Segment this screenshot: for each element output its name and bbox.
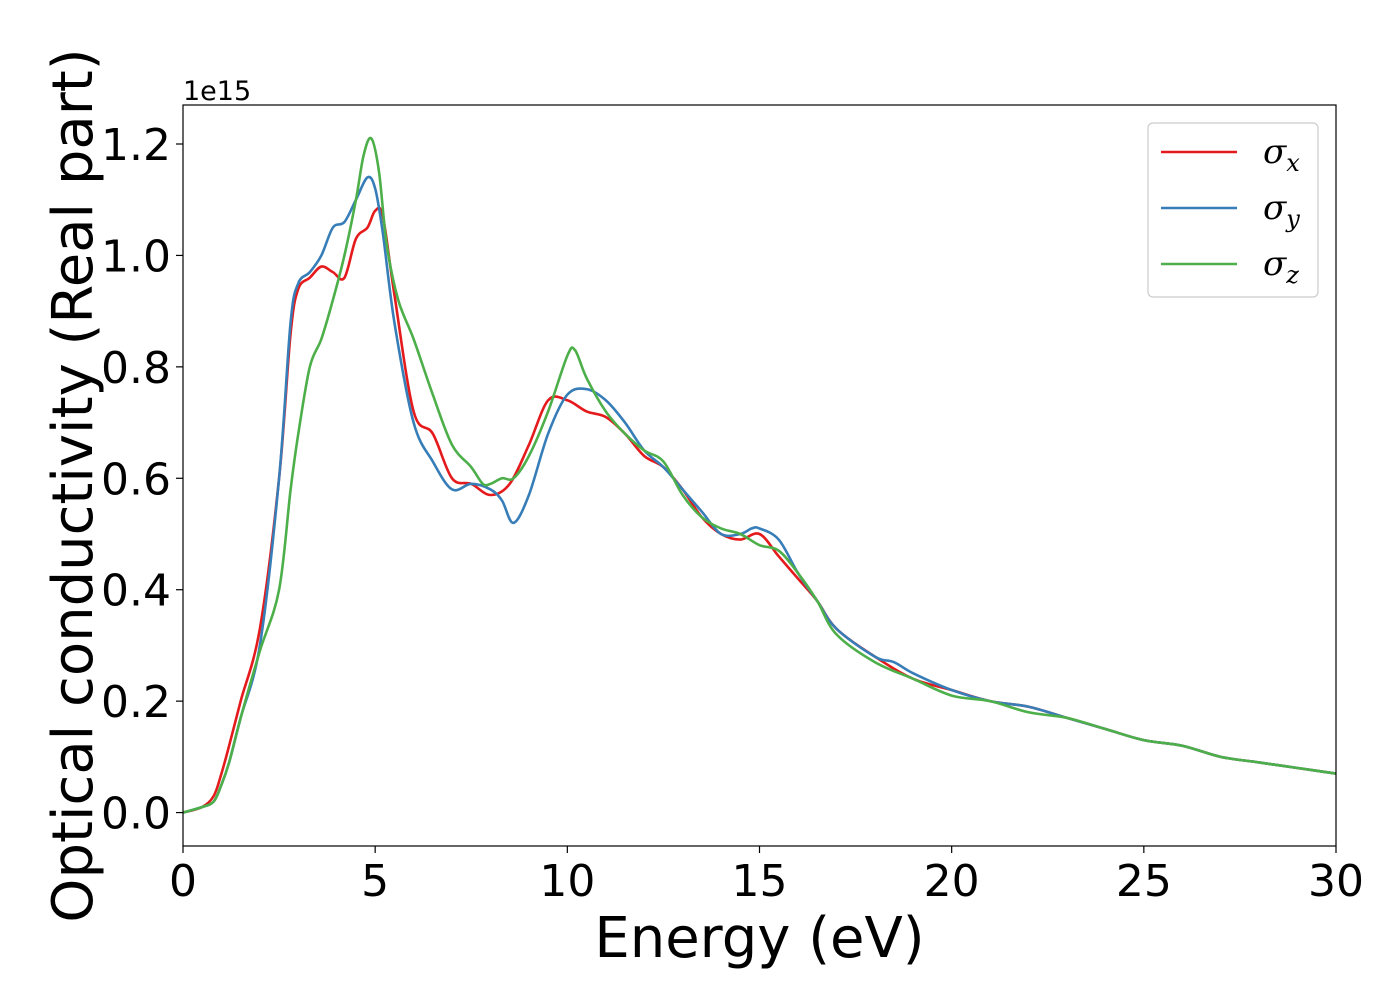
x-axis-ticks: 0 5 10 15 20 25 30 bbox=[169, 846, 1364, 907]
series-line-x bbox=[183, 206, 1336, 814]
legend-label-z: σz bbox=[1263, 244, 1299, 289]
y-axis-title: Optical conductivity (Real part) bbox=[41, 48, 106, 922]
y-axis-ticks: 0.0 0.2 0.4 0.6 0.8 1.0 1.2 bbox=[101, 120, 183, 840]
plot-frame bbox=[182, 104, 1337, 847]
x-tick-label: 20 bbox=[924, 856, 980, 907]
legend-label-y: σy bbox=[1263, 188, 1300, 233]
series-line-z bbox=[183, 136, 1336, 814]
x-tick-label: 30 bbox=[1308, 856, 1364, 907]
plot-area bbox=[183, 136, 1336, 814]
y-tick-label: 0.4 bbox=[101, 566, 171, 617]
series-line-y bbox=[183, 175, 1336, 814]
y-tick-label: 1.2 bbox=[101, 120, 171, 171]
x-axis-title: Energy (eV) bbox=[594, 906, 924, 971]
x-tick-label: 0 bbox=[169, 856, 197, 907]
x-tick-label: 25 bbox=[1116, 856, 1172, 907]
x-tick-label: 10 bbox=[539, 856, 595, 907]
y-tick-label: 0.0 bbox=[101, 789, 171, 840]
legend-label-x: σx bbox=[1263, 132, 1300, 177]
y-tick-label: 0.6 bbox=[101, 454, 171, 505]
x-tick-label: 5 bbox=[361, 856, 389, 907]
x-tick-label: 15 bbox=[732, 856, 788, 907]
y-tick-label: 0.8 bbox=[101, 343, 171, 394]
y-tick-label: 0.2 bbox=[101, 677, 171, 728]
y-tick-label: 1.0 bbox=[101, 231, 171, 282]
legend: σx σy σz bbox=[1147, 122, 1319, 298]
legend-box bbox=[1147, 122, 1319, 298]
y-axis-offset-label: 1e15 bbox=[183, 76, 251, 107]
